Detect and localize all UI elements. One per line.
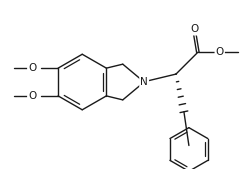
- Text: O: O: [28, 63, 36, 73]
- Text: O: O: [190, 24, 198, 35]
- Text: O: O: [28, 91, 36, 101]
- Text: N: N: [140, 77, 147, 87]
- Text: O: O: [215, 47, 223, 57]
